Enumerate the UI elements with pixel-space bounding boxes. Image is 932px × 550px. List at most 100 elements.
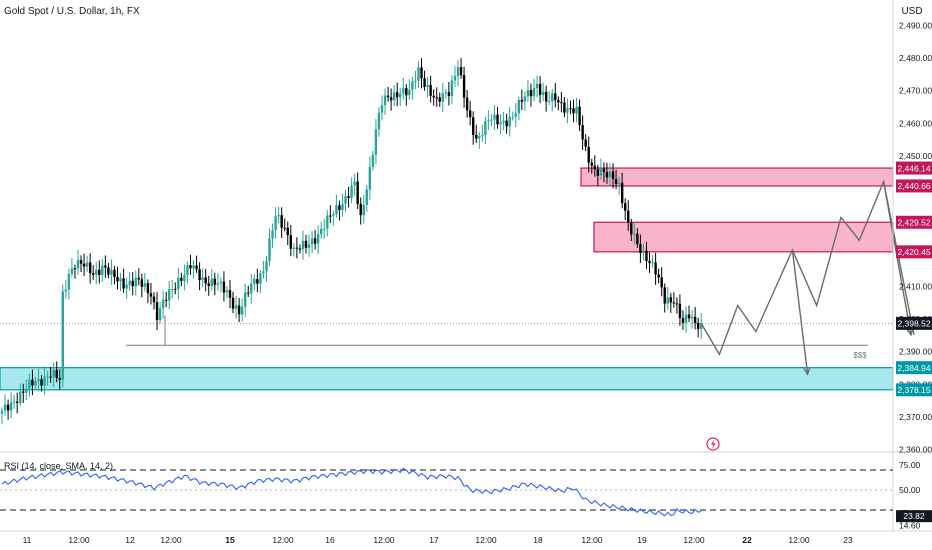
candle[interactable] <box>28 373 31 397</box>
candle[interactable] <box>149 282 153 305</box>
candle[interactable] <box>259 270 262 294</box>
candle[interactable] <box>642 243 645 261</box>
candle[interactable] <box>210 269 213 291</box>
candle[interactable] <box>143 272 147 292</box>
candle[interactable] <box>596 164 600 186</box>
candle[interactable] <box>551 88 554 112</box>
candle[interactable] <box>605 162 609 184</box>
candle[interactable] <box>61 284 64 388</box>
candle[interactable] <box>666 286 669 310</box>
candle[interactable] <box>459 58 463 79</box>
candle[interactable] <box>669 293 672 313</box>
candle[interactable] <box>76 249 80 276</box>
candle[interactable] <box>399 87 402 107</box>
rsi-line[interactable] <box>1 467 702 517</box>
candles-layer[interactable] <box>0 58 703 425</box>
candle[interactable] <box>523 91 527 111</box>
candle[interactable] <box>213 272 216 296</box>
candle[interactable] <box>514 103 517 128</box>
candle[interactable] <box>304 235 308 254</box>
candle[interactable] <box>560 92 563 113</box>
candle[interactable] <box>137 268 140 286</box>
candle[interactable] <box>617 176 621 195</box>
candle[interactable] <box>654 252 657 285</box>
rsi-legend[interactable]: RSI (14, close, SMA, 14, 2) <box>4 461 113 471</box>
candle[interactable] <box>49 367 52 383</box>
candle[interactable] <box>180 272 183 287</box>
candle[interactable] <box>240 298 244 322</box>
candle[interactable] <box>140 273 144 298</box>
candle[interactable] <box>587 136 590 173</box>
candle[interactable] <box>700 313 703 339</box>
candle[interactable] <box>131 272 134 296</box>
candle[interactable] <box>672 292 676 308</box>
candle[interactable] <box>237 297 241 323</box>
candle[interactable] <box>487 109 490 130</box>
candle[interactable] <box>320 221 323 239</box>
candle[interactable] <box>195 255 198 273</box>
candle[interactable] <box>584 134 587 152</box>
candle[interactable] <box>681 310 685 330</box>
candle[interactable] <box>432 89 435 106</box>
candle[interactable] <box>420 58 423 89</box>
candle[interactable] <box>183 264 186 291</box>
candle[interactable] <box>201 268 204 288</box>
candle[interactable] <box>113 265 116 285</box>
candle[interactable] <box>22 383 25 403</box>
candle[interactable] <box>265 255 268 282</box>
candle[interactable] <box>648 252 651 273</box>
candle[interactable] <box>517 96 520 120</box>
candle[interactable] <box>55 361 58 383</box>
candle[interactable] <box>602 162 606 183</box>
candle[interactable] <box>222 271 226 302</box>
candle[interactable] <box>359 197 362 225</box>
currency-label[interactable]: USD <box>901 6 922 17</box>
candle[interactable] <box>396 82 399 107</box>
candle[interactable] <box>633 223 636 245</box>
candle[interactable] <box>79 255 83 273</box>
candle[interactable] <box>95 261 98 285</box>
candle[interactable] <box>389 88 393 111</box>
candle[interactable] <box>177 267 180 300</box>
candle[interactable] <box>639 234 642 264</box>
candle[interactable] <box>405 84 408 106</box>
candle[interactable] <box>353 173 356 196</box>
candle[interactable] <box>675 297 679 314</box>
candle[interactable] <box>186 261 189 284</box>
candle[interactable] <box>292 243 296 257</box>
candle[interactable] <box>362 194 365 224</box>
candle[interactable] <box>37 368 40 392</box>
candle[interactable] <box>46 370 49 386</box>
candle[interactable] <box>67 268 71 300</box>
candle[interactable] <box>31 369 34 396</box>
candle[interactable] <box>645 241 648 270</box>
candle[interactable] <box>447 81 451 106</box>
candle[interactable] <box>189 254 192 275</box>
time-axis[interactable]: 11 12:00 12 12:00 15 12:00 16 12:00 17 12:00 18 12:… <box>23 535 853 545</box>
candle[interactable] <box>541 82 545 102</box>
candle[interactable] <box>475 124 478 143</box>
supply-zone[interactable] <box>580 167 894 187</box>
candle[interactable] <box>70 258 74 278</box>
candle[interactable] <box>313 229 317 250</box>
candle[interactable] <box>468 100 472 126</box>
candle[interactable] <box>557 96 560 111</box>
candle[interactable] <box>174 282 177 295</box>
candle[interactable] <box>620 172 624 209</box>
candle[interactable] <box>207 275 210 296</box>
candle[interactable] <box>158 301 162 324</box>
candle[interactable] <box>505 113 508 134</box>
candle[interactable] <box>64 279 68 299</box>
candle[interactable] <box>684 306 688 333</box>
candle[interactable] <box>417 61 420 89</box>
candle[interactable] <box>256 268 259 293</box>
candle[interactable] <box>231 291 235 314</box>
candle[interactable] <box>377 107 381 137</box>
candle[interactable] <box>316 225 320 255</box>
candle[interactable] <box>502 111 505 131</box>
candle[interactable] <box>116 266 119 290</box>
candle[interactable] <box>627 200 630 231</box>
candle[interactable] <box>554 82 557 108</box>
candle[interactable] <box>171 279 174 299</box>
candle[interactable] <box>250 273 253 304</box>
